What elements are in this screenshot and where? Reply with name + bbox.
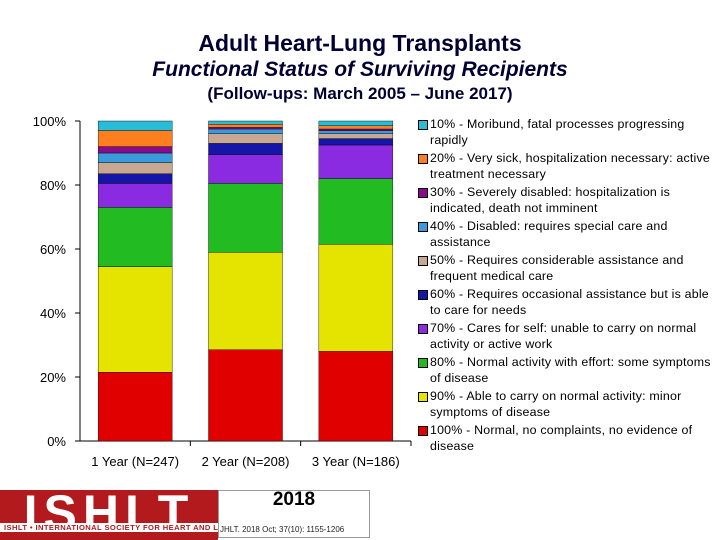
legend-entry: 50% - Requires considerable assistance a… bbox=[416, 252, 718, 284]
chart-title: Adult Heart-Lung Transplants bbox=[198, 30, 522, 56]
bar-segment bbox=[318, 351, 394, 442]
chart-subtitle: Functional Status of Surviving Recipient… bbox=[152, 58, 568, 81]
bar-segment bbox=[318, 128, 394, 131]
legend-swatch bbox=[418, 290, 428, 300]
legend-entry: 90% - Able to carry on normal activity: … bbox=[416, 388, 718, 420]
bar-segment bbox=[97, 173, 173, 184]
bar-segment bbox=[208, 143, 283, 155]
bar-segment bbox=[318, 144, 394, 179]
bar-segment bbox=[318, 243, 394, 352]
bar-segment bbox=[97, 183, 173, 208]
bar-segment bbox=[208, 127, 283, 130]
followup-period: (Follow-ups: March 2005 – June 2017) bbox=[207, 84, 513, 103]
legend-label: 60% - Requires occasional assistance but… bbox=[430, 287, 709, 317]
legend-label: 50% - Requires considerable assistance a… bbox=[430, 253, 684, 283]
bar-segment bbox=[97, 146, 173, 154]
bar-segment bbox=[208, 154, 283, 184]
y-tick-label: 0% bbox=[47, 434, 66, 449]
bar-segment bbox=[208, 251, 283, 350]
legend-entry: 30% - Severely disabled: hospitalization… bbox=[416, 184, 718, 216]
chart-legend: 10% - Moribund, fatal processes progress… bbox=[416, 116, 718, 456]
legend-label: 100% - Normal, no complaints, no evidenc… bbox=[430, 423, 693, 453]
legend-entry: 80% - Normal activity with effort: some … bbox=[416, 354, 718, 386]
bar-segment bbox=[97, 207, 173, 267]
legend-label: 70% - Cares for self: unable to carry on… bbox=[430, 321, 697, 351]
logo-text: ISHLT bbox=[23, 490, 195, 540]
x-tick-label: 1 Year (N=247) bbox=[91, 454, 179, 469]
bar-segment bbox=[97, 130, 173, 147]
legend-label: 80% - Normal activity with effort: some … bbox=[430, 355, 711, 385]
legend-label: 30% - Severely disabled: hospitalization… bbox=[430, 185, 671, 215]
legend-swatch bbox=[418, 392, 428, 402]
y-tick-label: 60% bbox=[40, 242, 66, 257]
x-tick-label: 2 Year (N=208) bbox=[202, 454, 290, 469]
bar-segment bbox=[318, 133, 394, 139]
journal-citation: JHLT. 2018 Oct; 37(10): 1155-1206 bbox=[220, 525, 345, 534]
legend-label: 10% - Moribund, fatal processes progress… bbox=[430, 117, 685, 147]
legend-label: 20% - Very sick, hospitalization necessa… bbox=[430, 151, 710, 181]
legend-entry: 70% - Cares for self: unable to carry on… bbox=[416, 320, 718, 352]
legend-swatch bbox=[418, 120, 428, 130]
bar-segment bbox=[97, 266, 173, 373]
legend-label: 40% - Disabled: requires special care an… bbox=[430, 219, 668, 249]
bar-segment bbox=[318, 138, 394, 146]
bar-segment bbox=[318, 130, 394, 135]
legend-entry: 100% - Normal, no complaints, no evidenc… bbox=[416, 422, 718, 454]
bar-segment bbox=[208, 349, 283, 442]
report-year: 2018 bbox=[272, 489, 316, 510]
legend-swatch bbox=[418, 324, 428, 334]
y-tick-label: 40% bbox=[40, 306, 66, 321]
bar-segment bbox=[318, 125, 394, 130]
x-tick-label: 3 Year (N=186) bbox=[312, 454, 400, 469]
legend-swatch bbox=[418, 256, 428, 266]
ishlt-logo: ISHLT ISHLT • INTERNATIONAL SOCIETY FOR … bbox=[0, 490, 218, 540]
bar-segment bbox=[208, 183, 283, 253]
bar-segment bbox=[208, 128, 283, 135]
legend-entry: 60% - Requires occasional assistance but… bbox=[416, 286, 718, 318]
legend-entry: 20% - Very sick, hospitalization necessa… bbox=[416, 150, 718, 182]
bar-segment bbox=[318, 178, 394, 245]
legend-swatch bbox=[418, 188, 428, 198]
bar-segment bbox=[97, 162, 173, 175]
legend-swatch bbox=[418, 358, 428, 368]
y-tick-label: 20% bbox=[40, 370, 66, 385]
bar-segment bbox=[97, 372, 173, 442]
bar-segment bbox=[208, 120, 283, 125]
legend-label: 90% - Able to carry on normal activity: … bbox=[430, 389, 682, 419]
logo-tagline: ISHLT • INTERNATIONAL SOCIETY FOR HEART … bbox=[4, 523, 218, 532]
bar-segment bbox=[208, 123, 283, 128]
y-tick-label: 80% bbox=[40, 178, 66, 193]
citation-box bbox=[218, 490, 370, 538]
legend-entry: 40% - Disabled: requires special care an… bbox=[416, 218, 718, 250]
bar-segment bbox=[318, 120, 394, 127]
legend-entry: 10% - Moribund, fatal processes progress… bbox=[416, 116, 718, 148]
y-tick-label: 100% bbox=[33, 114, 67, 129]
bar-segment bbox=[208, 133, 283, 144]
legend-swatch bbox=[418, 154, 428, 164]
bar-segment bbox=[97, 152, 173, 163]
bar-segment bbox=[97, 120, 173, 131]
legend-swatch bbox=[418, 426, 428, 436]
legend-swatch bbox=[418, 222, 428, 232]
